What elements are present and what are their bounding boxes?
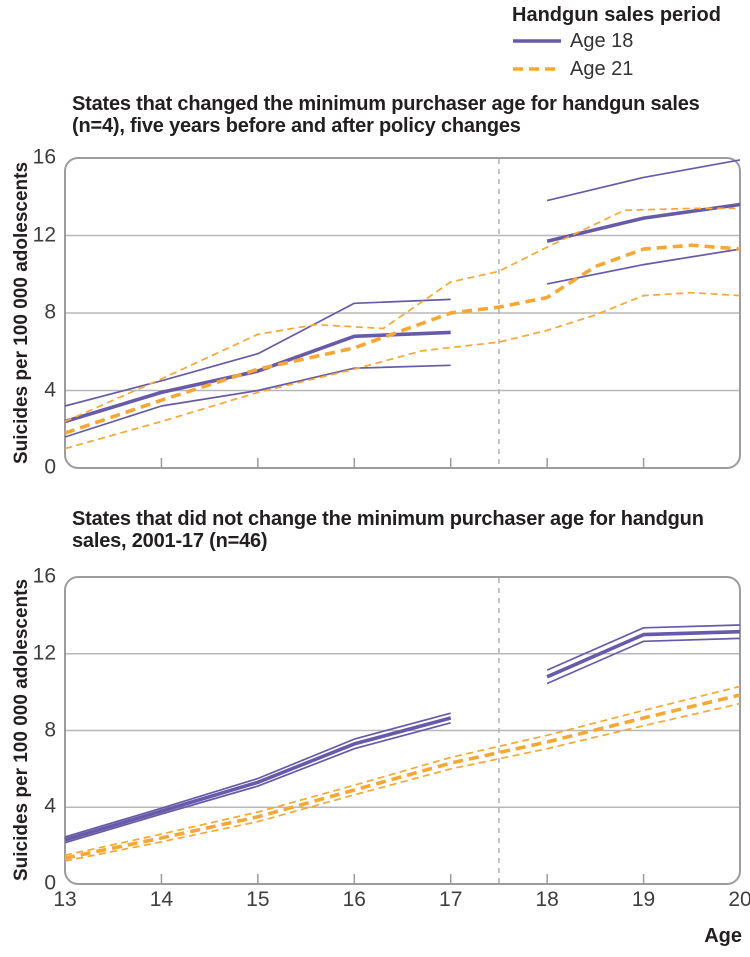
series-chart1-age18-before-mean [64, 716, 452, 842]
y-tick-label: 8 [44, 718, 56, 742]
series-chart1-age21-mean [64, 693, 741, 860]
x-tick-label: 14 [149, 888, 174, 911]
series-chart1-age18-before-ci-upper [64, 712, 451, 838]
legend-item-label: Age 21 [570, 57, 634, 80]
age21-line-swatch [513, 67, 561, 71]
x-tick-label: 18 [535, 888, 559, 911]
legend-item-age21: Age 21 [512, 55, 750, 83]
chart-1 [64, 576, 741, 885]
y-tick-label: 12 [32, 641, 56, 665]
x-tick-label: 19 [631, 888, 656, 911]
y-tick-label: 16 [32, 145, 56, 169]
series-chart1-age21-ci-lower [64, 702, 741, 862]
legend-item-label: Age 18 [570, 29, 634, 52]
x-tick-label: 15 [246, 888, 270, 911]
series-chart0-age18-after-ci-lower [546, 248, 741, 285]
series-chart0-age18-before-ci-lower [64, 364, 451, 438]
y-tick-label: 4 [44, 794, 56, 818]
y-tick-label: 12 [32, 223, 56, 247]
series-chart1-age18-after-mean [546, 629, 741, 679]
y-tick-label: 8 [44, 300, 56, 324]
series-chart1-age18-after-ci-lower [546, 637, 741, 685]
series-chart0-age21-mean [64, 243, 741, 435]
series-chart0-age21-ci-lower [64, 291, 741, 450]
y-tick-label: 16 [32, 564, 56, 588]
x-tick-label: 13 [53, 888, 77, 911]
series-chart0-age18-before-mean [64, 330, 451, 424]
y-tick-label: 0 [44, 871, 56, 895]
series-chart1-age21-ci-upper [64, 685, 741, 857]
legend-title: Handgun sales period [512, 4, 721, 26]
legend-item-age18: Age 18 [512, 27, 750, 55]
x-tick-label: 16 [342, 888, 366, 911]
series-chart0-age21-ci-upper [64, 207, 740, 423]
series-chart1-age18-before-ci-lower [64, 721, 451, 844]
plot-frame [64, 576, 741, 885]
series-chart0-age18-after-ci-upper [546, 159, 741, 202]
x-tick-label: 20 [728, 888, 750, 911]
y-tick-label: 0 [44, 455, 56, 479]
x-axis-label: Age [704, 925, 742, 947]
legend: Handgun sales period Age 18 Age 21 [512, 3, 750, 83]
plot-frame [64, 157, 741, 469]
age18-line-swatch [513, 39, 561, 43]
chart-0 [64, 157, 741, 469]
chart-title-changed-states: States that changed the minimum purchase… [72, 93, 700, 137]
series-chart1-age18-after-ci-upper [546, 624, 741, 671]
x-tick-label: 17 [439, 888, 463, 911]
chart-title-unchanged-states: States that did not change the minimum p… [72, 508, 704, 552]
series-chart0-age18-before-ci-upper [64, 298, 451, 407]
y-tick-label: 4 [44, 378, 56, 402]
